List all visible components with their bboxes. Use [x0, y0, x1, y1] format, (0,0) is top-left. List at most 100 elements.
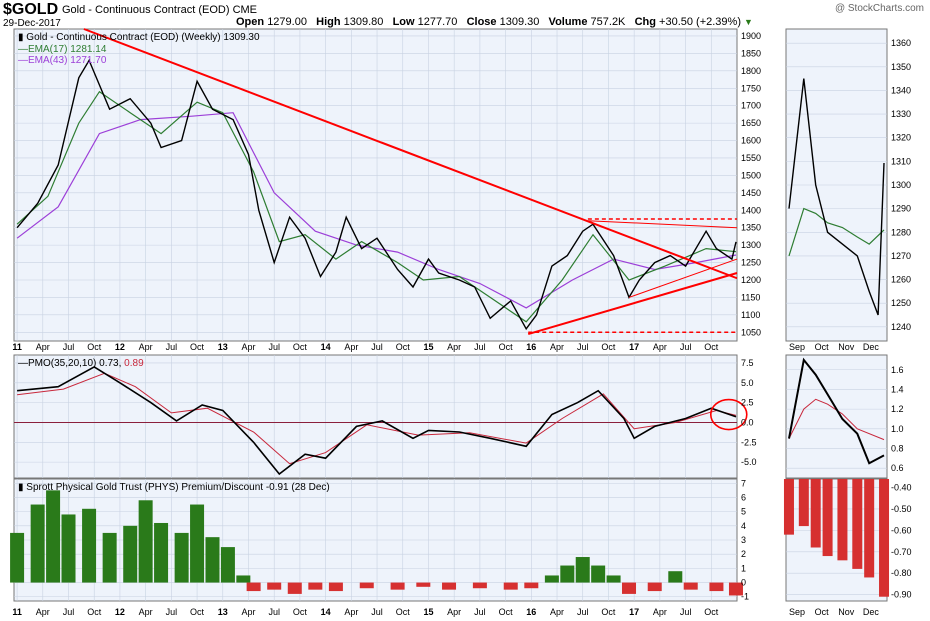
phys-y-tick-label: 1: [741, 563, 746, 573]
x-tick-label-bottom: Apr: [344, 607, 358, 617]
daily-phys-y-tick-label: -0.50: [891, 504, 912, 514]
phys-bar: [308, 582, 323, 590]
price-y-tick-label: 1800: [741, 66, 761, 76]
daily-price-y-tick-label: 1350: [891, 62, 911, 72]
x-tick-label-bottom: 14: [321, 607, 331, 617]
phys-bar: [220, 547, 235, 583]
x-tick-label-top: Jul: [166, 342, 178, 352]
phys-bar: [190, 504, 205, 583]
x-tick-label-bottom: Apr: [241, 607, 255, 617]
price-y-tick-label: 1300: [741, 240, 761, 250]
daily-pmo-y-tick-label: 0.6: [891, 463, 904, 473]
x-tick-label-bottom: 15: [423, 607, 433, 617]
x-tick-label-top: Jul: [474, 342, 486, 352]
ema43-line: [16, 112, 737, 309]
phys-bar: [205, 537, 220, 583]
daily-phys-y-tick-label: -0.90: [891, 590, 912, 600]
phys-bar: [560, 565, 575, 583]
x-tick-label-top: Apr: [139, 342, 153, 352]
daily-price-y-tick-label: 1360: [891, 38, 911, 48]
x-tick-label-top: Apr: [653, 342, 667, 352]
x-tick-label-bottom: Jul: [371, 607, 383, 617]
phys-y-tick-label: 0: [741, 578, 746, 588]
daily-pmo-y-tick-label: 1.2: [891, 404, 904, 414]
watermark: @ StockCharts.com: [834, 3, 924, 14]
x-tick-label-top: Apr: [447, 342, 461, 352]
daily-price-y-tick-label: 1320: [891, 133, 911, 143]
x-tick-label-top: Apr: [344, 342, 358, 352]
phys-y-tick-label: 6: [741, 492, 746, 502]
daily-phys-bar: [837, 479, 848, 561]
phys-bar: [416, 582, 431, 587]
up-trendline: [527, 272, 738, 335]
price-y-tick-label: 1650: [741, 118, 761, 128]
daily-price-y-tick-label: 1260: [891, 275, 911, 285]
phys-bar: [591, 565, 606, 583]
phys-bar: [683, 582, 698, 590]
daily-price-line: [788, 78, 885, 316]
x-tick-label-bottom: Jul: [63, 607, 75, 617]
x-tick-label-top: Jul: [268, 342, 280, 352]
price-y-tick-label: 1500: [741, 170, 761, 180]
daily-price-y-tick-label: 1310: [891, 156, 911, 166]
daily-phys-y-tick-label: -0.70: [891, 547, 912, 557]
x-tick-label-top: 17: [629, 342, 639, 352]
pmo-line: [17, 365, 737, 476]
price-y-tick-label: 1900: [741, 31, 761, 41]
upper-channel-line: [587, 220, 738, 229]
price-y-tick-label: 1150: [741, 292, 760, 302]
daily-x-tick-label-top: Sep: [789, 342, 805, 352]
phys-bar: [82, 508, 97, 583]
x-tick-label-top: Jul: [577, 342, 589, 352]
panel-pmo: [13, 354, 738, 479]
daily-pmo-y-tick-label: 1.4: [891, 384, 904, 394]
pmo-y-tick-label: 7.5: [741, 358, 754, 368]
x-tick-label-bottom: Oct: [396, 607, 411, 617]
daily-x-tick-label-bottom: Dec: [863, 607, 880, 617]
x-tick-label-bottom: 13: [218, 607, 228, 617]
x-tick-label-top: Oct: [499, 342, 514, 352]
phys-bar: [46, 490, 61, 583]
pmo-y-tick-label: -2.5: [741, 437, 757, 447]
x-tick-label-bottom: Jul: [268, 607, 280, 617]
x-tick-label-top: Apr: [550, 342, 564, 352]
ema43-legend: —EMA(43) 1271.70: [18, 55, 107, 66]
x-tick-label-top: Apr: [36, 342, 50, 352]
bar-icon: ▮: [18, 482, 24, 493]
x-tick-label-bottom: Apr: [653, 607, 667, 617]
price-y-tick-label: 1850: [741, 48, 761, 58]
pmo-highlight-circle: [709, 398, 748, 431]
daily-price-y-tick-label: 1300: [891, 180, 911, 190]
price-y-tick-label: 1250: [741, 258, 761, 268]
x-tick-label-top: Apr: [241, 342, 255, 352]
daily-price-y-tick-label: 1240: [891, 322, 911, 332]
phys-bar: [267, 582, 282, 590]
x-tick-label-top: Oct: [396, 342, 411, 352]
price-y-tick-label: 1100: [741, 310, 760, 320]
daily-phys-bar: [783, 479, 794, 535]
down-triangle-icon: ▼: [744, 17, 753, 27]
candle-icon: ▮: [18, 32, 24, 43]
phys-bar: [61, 514, 76, 583]
daily-ema17-line: [788, 207, 885, 257]
phys-bar: [246, 582, 261, 592]
phys-y-tick-label: 7: [741, 478, 746, 488]
x-tick-label-bottom: Jul: [680, 607, 692, 617]
phys-bar: [622, 582, 637, 594]
price-legend: ▮ Gold - Continuous Contract (EOD) (Week…: [18, 32, 260, 43]
pmo-y-tick-label: -5.0: [741, 457, 757, 467]
daily-price-y-tick-label: 1280: [891, 227, 911, 237]
daily-phys-bar: [810, 479, 821, 548]
x-tick-label-bottom: Oct: [293, 607, 308, 617]
pmo-y-tick-label: 2.5: [741, 398, 754, 408]
daily-price-y-tick-label: 1290: [891, 204, 911, 214]
x-tick-label-top: Jul: [680, 342, 692, 352]
phys-bar: [647, 582, 662, 592]
x-tick-label-bottom: 11: [12, 607, 22, 617]
x-tick-label-top: 11: [12, 342, 22, 352]
x-tick-label-bottom: 12: [115, 607, 125, 617]
x-tick-label-bottom: Oct: [87, 607, 102, 617]
daily-price-y-tick-label: 1270: [891, 251, 911, 261]
x-tick-label-bottom: Oct: [190, 607, 205, 617]
price-y-tick-label: 1400: [741, 205, 761, 215]
